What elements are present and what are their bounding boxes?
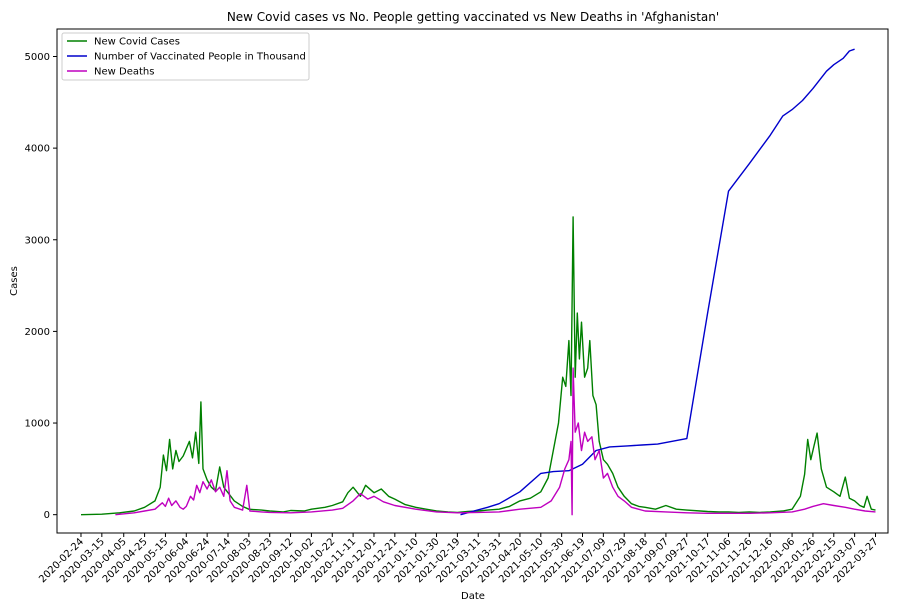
- chart-title: New Covid cases vs No. People getting va…: [227, 10, 719, 24]
- x-axis-label: Date: [461, 591, 485, 602]
- y-tick-label: 0: [44, 510, 50, 521]
- y-axis: 0 1000 2000 3000 4000 5000: [25, 52, 57, 521]
- legend-label: New Covid Cases: [94, 37, 180, 48]
- y-tick-label: 3000: [25, 235, 50, 246]
- y-tick-label: 4000: [25, 144, 50, 155]
- series-line-new-deaths: [115, 367, 876, 516]
- legend-label: New Deaths: [94, 67, 154, 78]
- y-tick-label: 1000: [25, 419, 50, 430]
- series-layer: [80, 48, 876, 516]
- legend: New Covid Cases Number of Vaccinated Peop…: [61, 32, 310, 81]
- x-axis: 2020-02-242020-03-152020-04-052020-04-25…: [37, 533, 881, 585]
- series-line-new-covid-cases: [80, 216, 876, 516]
- series-line-number-of-vaccinated-people-in-thousand: [460, 48, 855, 516]
- y-tick-label: 2000: [25, 327, 50, 338]
- y-tick-label: 5000: [25, 52, 50, 63]
- plot-area: [56, 28, 889, 534]
- legend-label: Number of Vaccinated People in Thousand: [94, 52, 306, 63]
- legend-frame: [61, 32, 310, 81]
- y-axis-label: Cases: [9, 266, 20, 296]
